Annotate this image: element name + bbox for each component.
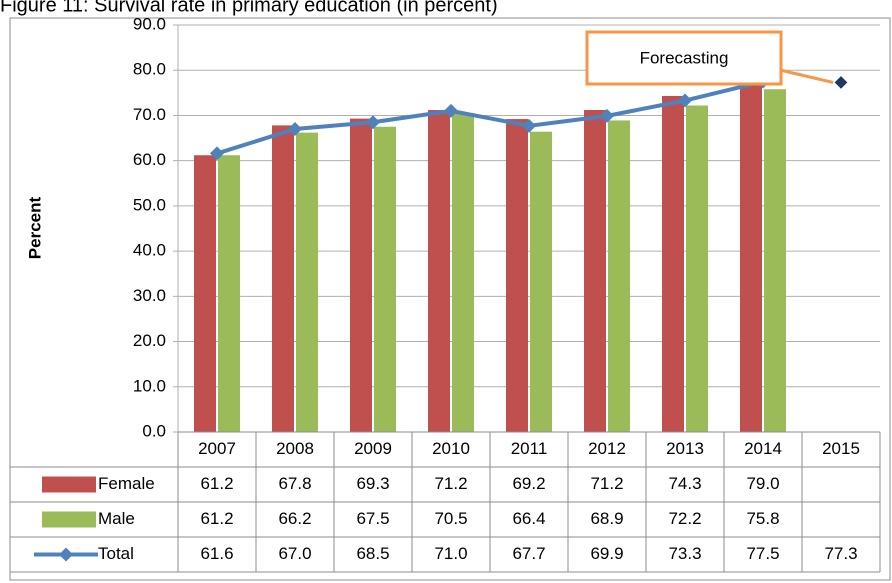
- bar: [608, 120, 630, 433]
- table-cell: 67.7: [512, 544, 545, 563]
- line-marker: [678, 93, 692, 108]
- line-marker: [210, 146, 224, 161]
- table-cell: 79.0: [746, 474, 779, 493]
- bar: [350, 118, 372, 433]
- legend-swatch: [42, 476, 96, 493]
- legend-label: Total: [98, 544, 134, 563]
- y-tick-label: 60.0: [133, 150, 166, 169]
- line-marker: [366, 115, 380, 130]
- bar: [218, 155, 240, 433]
- table-cell: 75.8: [746, 509, 779, 528]
- y-tick-label: 30.0: [133, 286, 166, 305]
- x-tick-label: 2015: [822, 439, 860, 458]
- bar: [686, 105, 708, 433]
- bar: [296, 132, 318, 432]
- line-marker: [600, 108, 614, 123]
- y-tick-label: 90.0: [133, 14, 166, 33]
- bar: [764, 89, 786, 433]
- bar: [584, 110, 606, 433]
- bar: [530, 131, 552, 433]
- x-tick-label: 2010: [432, 439, 470, 458]
- x-tick-label: 2011: [511, 439, 548, 458]
- y-axis-label: Percent: [25, 196, 44, 259]
- y-tick-label: 10.0: [133, 376, 166, 395]
- table-cell: 66.4: [512, 509, 545, 528]
- table-cell: 69.2: [512, 474, 545, 493]
- chart-border: [9, 17, 891, 581]
- y-tick-label: 70.0: [133, 105, 166, 124]
- x-tick-label: 2008: [276, 439, 314, 458]
- legend-swatch: [42, 511, 96, 528]
- table-cell: 61.2: [200, 509, 233, 528]
- table-cell: 66.2: [278, 509, 311, 528]
- table-cell: 67.8: [278, 474, 311, 493]
- bar: [740, 74, 762, 432]
- y-tick-label: 50.0: [133, 195, 166, 214]
- y-tick-label: 80.0: [133, 60, 166, 79]
- bar: [374, 126, 396, 432]
- table-cell: 77.3: [824, 544, 857, 563]
- table-cell: 68.5: [356, 544, 389, 563]
- x-tick-label: 2007: [198, 439, 236, 458]
- annotation-box: [585, 30, 783, 86]
- y-tick-label: 20.0: [133, 331, 166, 350]
- table-cell: 74.3: [668, 474, 701, 493]
- total-line: [216, 79, 764, 156]
- table-cell: 71.2: [590, 474, 623, 493]
- line-marker: [288, 122, 302, 137]
- table-cell: 71.0: [434, 544, 467, 563]
- x-tick-label: 2013: [666, 439, 704, 458]
- table-cell: 70.5: [434, 509, 467, 528]
- line-marker: [522, 118, 536, 133]
- x-tick-label: 2014: [744, 439, 782, 458]
- chart-title: Figure 11: Survival rate in primary educ…: [0, 0, 498, 16]
- table-cell: 69.9: [590, 544, 623, 563]
- table-cell: 71.2: [434, 474, 467, 493]
- legend-marker: [59, 547, 73, 562]
- bar: [272, 125, 294, 432]
- table-cell: 67.5: [356, 509, 389, 528]
- bar: [428, 110, 450, 433]
- table-cell: 69.3: [356, 474, 389, 493]
- table-cell: 68.9: [590, 509, 623, 528]
- legend-label: Male: [98, 509, 135, 528]
- line-marker: [833, 74, 849, 91]
- x-tick-label: 2012: [588, 439, 626, 458]
- y-tick-label: 40.0: [133, 241, 166, 260]
- table-cell: 61.6: [200, 544, 233, 563]
- bar: [452, 113, 474, 432]
- bar: [506, 119, 528, 432]
- y-tick-label: 0.0: [142, 421, 166, 440]
- annotation-connector: [779, 68, 834, 84]
- bar: [194, 155, 216, 433]
- bar: [662, 95, 684, 432]
- annotation-text: Forecasting: [640, 48, 729, 67]
- line-marker: [444, 103, 458, 118]
- table-cell: 61.2: [200, 474, 233, 493]
- table-cell: 67.0: [278, 544, 311, 563]
- table-cell: 73.3: [668, 544, 701, 563]
- table-cell: 72.2: [668, 509, 701, 528]
- legend-label: Female: [98, 474, 155, 493]
- table-cell: 77.5: [746, 544, 779, 563]
- x-tick-label: 2009: [354, 439, 392, 458]
